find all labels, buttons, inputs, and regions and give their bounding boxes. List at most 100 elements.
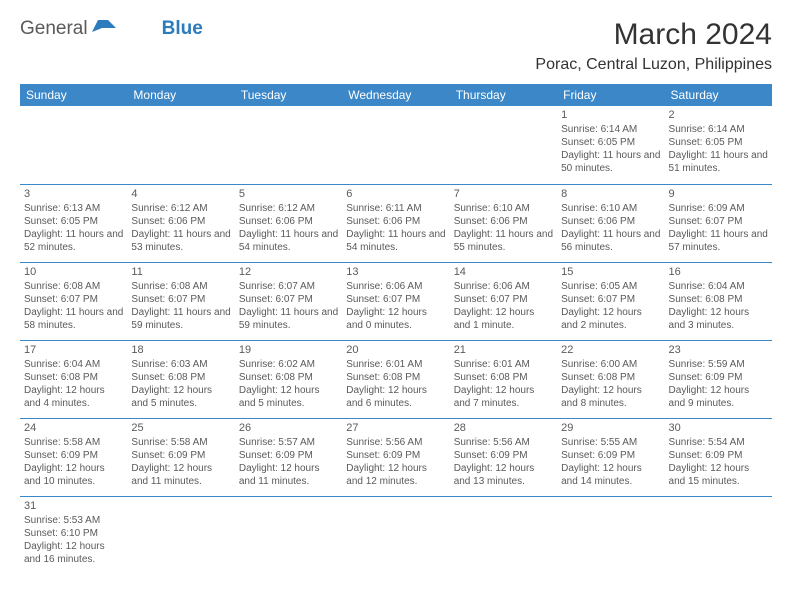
- day-number: 16: [669, 265, 768, 279]
- daylight-text: Daylight: 11 hours and 54 minutes.: [346, 228, 445, 254]
- calendar-cell: 13Sunrise: 6:06 AMSunset: 6:07 PMDayligh…: [342, 262, 449, 340]
- sunset-text: Sunset: 6:08 PM: [24, 371, 123, 384]
- sunset-text: Sunset: 6:09 PM: [131, 449, 230, 462]
- sunrise-text: Sunrise: 5:56 AM: [346, 436, 445, 449]
- calendar-cell: 7Sunrise: 6:10 AMSunset: 6:06 PMDaylight…: [450, 184, 557, 262]
- sunrise-text: Sunrise: 6:12 AM: [239, 202, 338, 215]
- daylight-text: Daylight: 12 hours and 1 minute.: [454, 306, 553, 332]
- calendar-week-row: 31Sunrise: 5:53 AMSunset: 6:10 PMDayligh…: [20, 496, 772, 574]
- sunset-text: Sunset: 6:09 PM: [346, 449, 445, 462]
- sunset-text: Sunset: 6:07 PM: [346, 293, 445, 306]
- sunset-text: Sunset: 6:09 PM: [669, 371, 768, 384]
- daylight-text: Daylight: 11 hours and 55 minutes.: [454, 228, 553, 254]
- sunset-text: Sunset: 6:07 PM: [24, 293, 123, 306]
- calendar-cell: 16Sunrise: 6:04 AMSunset: 6:08 PMDayligh…: [665, 262, 772, 340]
- sunset-text: Sunset: 6:08 PM: [346, 371, 445, 384]
- day-header: Tuesday: [235, 84, 342, 106]
- sunset-text: Sunset: 6:06 PM: [346, 215, 445, 228]
- daylight-text: Daylight: 11 hours and 50 minutes.: [561, 149, 660, 175]
- sunrise-text: Sunrise: 6:11 AM: [346, 202, 445, 215]
- sunset-text: Sunset: 6:05 PM: [24, 215, 123, 228]
- day-number: 9: [669, 187, 768, 201]
- sunrise-text: Sunrise: 6:10 AM: [561, 202, 660, 215]
- daylight-text: Daylight: 12 hours and 14 minutes.: [561, 462, 660, 488]
- day-number: 1: [561, 108, 660, 122]
- calendar-table: SundayMondayTuesdayWednesdayThursdayFrid…: [20, 84, 772, 574]
- day-number: 23: [669, 343, 768, 357]
- calendar-cell: [665, 496, 772, 574]
- sunrise-text: Sunrise: 5:59 AM: [669, 358, 768, 371]
- calendar-cell: 22Sunrise: 6:00 AMSunset: 6:08 PMDayligh…: [557, 340, 664, 418]
- sunrise-text: Sunrise: 5:53 AM: [24, 514, 123, 527]
- calendar-header-row: SundayMondayTuesdayWednesdayThursdayFrid…: [20, 84, 772, 106]
- calendar-cell: 4Sunrise: 6:12 AMSunset: 6:06 PMDaylight…: [127, 184, 234, 262]
- sunset-text: Sunset: 6:09 PM: [239, 449, 338, 462]
- day-number: 14: [454, 265, 553, 279]
- daylight-text: Daylight: 12 hours and 11 minutes.: [239, 462, 338, 488]
- calendar-cell: 2Sunrise: 6:14 AMSunset: 6:05 PMDaylight…: [665, 106, 772, 184]
- calendar-cell: 9Sunrise: 6:09 AMSunset: 6:07 PMDaylight…: [665, 184, 772, 262]
- day-number: 8: [561, 187, 660, 201]
- calendar-cell: [450, 106, 557, 184]
- calendar-cell: 23Sunrise: 5:59 AMSunset: 6:09 PMDayligh…: [665, 340, 772, 418]
- calendar-cell: [235, 496, 342, 574]
- daylight-text: Daylight: 12 hours and 2 minutes.: [561, 306, 660, 332]
- sunrise-text: Sunrise: 6:10 AM: [454, 202, 553, 215]
- calendar-cell: 17Sunrise: 6:04 AMSunset: 6:08 PMDayligh…: [20, 340, 127, 418]
- daylight-text: Daylight: 11 hours and 54 minutes.: [239, 228, 338, 254]
- day-number: 3: [24, 187, 123, 201]
- calendar-cell: 29Sunrise: 5:55 AMSunset: 6:09 PMDayligh…: [557, 418, 664, 496]
- calendar-cell: 5Sunrise: 6:12 AMSunset: 6:06 PMDaylight…: [235, 184, 342, 262]
- calendar-cell: [557, 496, 664, 574]
- sunrise-text: Sunrise: 6:04 AM: [24, 358, 123, 371]
- daylight-text: Daylight: 12 hours and 3 minutes.: [669, 306, 768, 332]
- daylight-text: Daylight: 12 hours and 0 minutes.: [346, 306, 445, 332]
- day-number: 29: [561, 421, 660, 435]
- daylight-text: Daylight: 11 hours and 53 minutes.: [131, 228, 230, 254]
- sunrise-text: Sunrise: 6:14 AM: [561, 123, 660, 136]
- day-number: 15: [561, 265, 660, 279]
- day-number: 5: [239, 187, 338, 201]
- calendar-cell: [342, 106, 449, 184]
- sunrise-text: Sunrise: 6:04 AM: [669, 280, 768, 293]
- calendar-cell: 26Sunrise: 5:57 AMSunset: 6:09 PMDayligh…: [235, 418, 342, 496]
- calendar-cell: 30Sunrise: 5:54 AMSunset: 6:09 PMDayligh…: [665, 418, 772, 496]
- logo-text-general: General: [20, 18, 88, 40]
- sunset-text: Sunset: 6:05 PM: [669, 136, 768, 149]
- daylight-text: Daylight: 12 hours and 13 minutes.: [454, 462, 553, 488]
- daylight-text: Daylight: 11 hours and 52 minutes.: [24, 228, 123, 254]
- logo: General Blue: [20, 18, 203, 40]
- daylight-text: Daylight: 12 hours and 6 minutes.: [346, 384, 445, 410]
- calendar-cell: 20Sunrise: 6:01 AMSunset: 6:08 PMDayligh…: [342, 340, 449, 418]
- sunset-text: Sunset: 6:08 PM: [669, 293, 768, 306]
- day-number: 22: [561, 343, 660, 357]
- sunrise-text: Sunrise: 5:58 AM: [24, 436, 123, 449]
- calendar-cell: 1Sunrise: 6:14 AMSunset: 6:05 PMDaylight…: [557, 106, 664, 184]
- sunset-text: Sunset: 6:09 PM: [669, 449, 768, 462]
- day-number: 30: [669, 421, 768, 435]
- day-header: Thursday: [450, 84, 557, 106]
- daylight-text: Daylight: 11 hours and 57 minutes.: [669, 228, 768, 254]
- sunset-text: Sunset: 6:09 PM: [561, 449, 660, 462]
- sunset-text: Sunset: 6:07 PM: [239, 293, 338, 306]
- calendar-cell: 3Sunrise: 6:13 AMSunset: 6:05 PMDaylight…: [20, 184, 127, 262]
- calendar-cell: 10Sunrise: 6:08 AMSunset: 6:07 PMDayligh…: [20, 262, 127, 340]
- sunrise-text: Sunrise: 6:13 AM: [24, 202, 123, 215]
- day-number: 20: [346, 343, 445, 357]
- day-number: 27: [346, 421, 445, 435]
- calendar-week-row: 10Sunrise: 6:08 AMSunset: 6:07 PMDayligh…: [20, 262, 772, 340]
- daylight-text: Daylight: 11 hours and 58 minutes.: [24, 306, 123, 332]
- month-title: March 2024: [535, 18, 772, 52]
- sunrise-text: Sunrise: 6:01 AM: [346, 358, 445, 371]
- sunrise-text: Sunrise: 6:02 AM: [239, 358, 338, 371]
- calendar-cell: 21Sunrise: 6:01 AMSunset: 6:08 PMDayligh…: [450, 340, 557, 418]
- day-number: 11: [131, 265, 230, 279]
- location: Porac, Central Luzon, Philippines: [535, 56, 772, 74]
- day-header: Monday: [127, 84, 234, 106]
- sunrise-text: Sunrise: 6:03 AM: [131, 358, 230, 371]
- daylight-text: Daylight: 12 hours and 9 minutes.: [669, 384, 768, 410]
- daylight-text: Daylight: 12 hours and 11 minutes.: [131, 462, 230, 488]
- sunrise-text: Sunrise: 5:56 AM: [454, 436, 553, 449]
- calendar-cell: 18Sunrise: 6:03 AMSunset: 6:08 PMDayligh…: [127, 340, 234, 418]
- calendar-week-row: 17Sunrise: 6:04 AMSunset: 6:08 PMDayligh…: [20, 340, 772, 418]
